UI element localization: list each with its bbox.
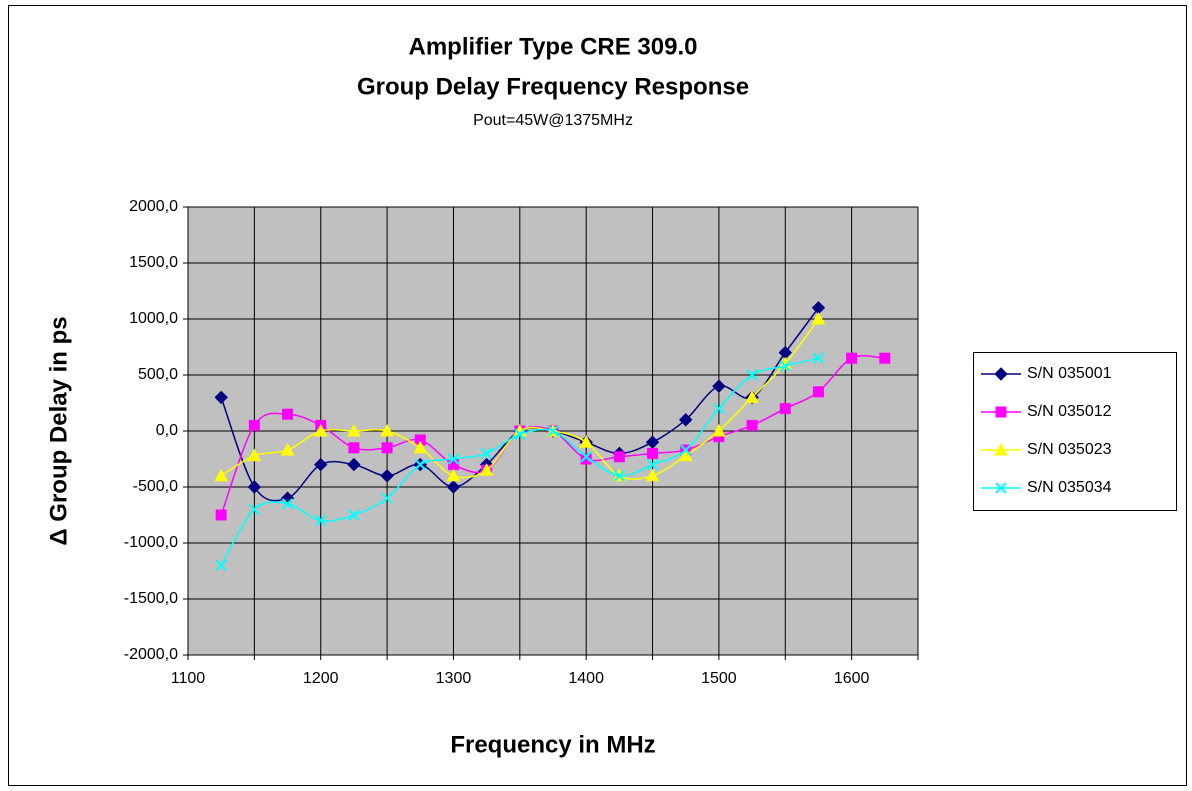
marker <box>414 458 426 471</box>
marker <box>580 453 592 465</box>
marker <box>678 448 693 462</box>
x-tick-label: 1100 <box>171 670 206 687</box>
marker <box>247 480 262 494</box>
marker <box>879 352 891 364</box>
x-tick-label: 1200 <box>303 670 339 687</box>
legend-label: S/N 035012 <box>1027 403 1112 420</box>
marker <box>281 498 294 510</box>
marker <box>248 503 261 516</box>
x-tick-label: 1400 <box>568 670 604 687</box>
marker <box>446 468 461 482</box>
legend-marker <box>994 442 1008 456</box>
y-tick-label: -2000,0 <box>124 646 178 663</box>
marker <box>214 390 228 405</box>
marker <box>645 468 660 482</box>
marker <box>547 425 559 437</box>
marker <box>282 408 294 420</box>
marker <box>680 444 692 456</box>
marker <box>380 469 394 483</box>
marker <box>480 447 493 460</box>
y-tick-label: -1500,0 <box>124 590 178 607</box>
marker <box>348 509 360 521</box>
marker <box>579 435 594 448</box>
legend-label: S/N 035023 <box>1027 441 1112 458</box>
marker <box>315 514 327 527</box>
marker <box>613 451 625 463</box>
marker <box>812 352 825 364</box>
legend-marker <box>995 406 1007 418</box>
y-tick-label: 1000,0 <box>129 310 178 327</box>
marker <box>280 442 295 456</box>
marker <box>479 463 494 476</box>
marker <box>580 451 592 463</box>
chart-subtitle: Pout=45W@1375MHz <box>473 112 633 129</box>
marker <box>248 419 260 431</box>
y-axis-label: Δ Group Delay in ps <box>45 316 72 545</box>
marker <box>215 509 227 521</box>
y-tick-label: 500,0 <box>138 366 178 383</box>
x-tick-label: 1500 <box>701 670 737 687</box>
marker <box>347 423 361 437</box>
x-tick-label: 1300 <box>436 670 472 687</box>
marker <box>846 352 858 364</box>
marker <box>745 390 759 403</box>
y-tick-label: 2000,0 <box>129 198 178 215</box>
marker <box>712 379 726 393</box>
marker <box>381 492 393 504</box>
marker <box>447 453 460 465</box>
x-axis-label: Frequency in MHz <box>450 731 655 758</box>
legend <box>973 352 1177 511</box>
marker <box>647 447 659 459</box>
y-tick-label: 1500,0 <box>129 254 178 271</box>
marker <box>381 442 393 454</box>
marker <box>712 423 726 437</box>
legend-label: S/N 035001 <box>1027 365 1112 382</box>
marker <box>713 402 725 415</box>
marker <box>380 423 394 437</box>
marker <box>347 457 361 472</box>
marker <box>613 470 626 482</box>
marker <box>646 458 659 471</box>
marker <box>446 480 461 494</box>
legend-marker <box>994 367 1008 381</box>
marker <box>779 360 791 372</box>
marker <box>746 419 758 431</box>
y-tick-label: -1000,0 <box>124 534 178 551</box>
x-tick-label: 1600 <box>834 670 870 687</box>
marker <box>313 423 328 437</box>
chart-title: Amplifier Type CRE 309.0 <box>409 33 698 60</box>
marker <box>413 440 428 454</box>
marker <box>812 386 824 398</box>
marker <box>348 442 360 454</box>
marker <box>746 369 758 381</box>
y-tick-label: -500,0 <box>133 478 178 495</box>
marker <box>247 448 262 462</box>
marker <box>679 413 693 427</box>
marker <box>215 559 227 572</box>
marker <box>779 403 791 415</box>
marker <box>514 428 526 441</box>
marker <box>811 311 826 325</box>
chart-title: Group Delay Frequency Response <box>357 73 749 100</box>
marker <box>314 457 328 472</box>
legend-label: S/N 035034 <box>1027 479 1112 496</box>
legend-marker <box>995 482 1007 494</box>
y-tick-label: 0,0 <box>156 422 178 439</box>
marker <box>214 468 229 482</box>
